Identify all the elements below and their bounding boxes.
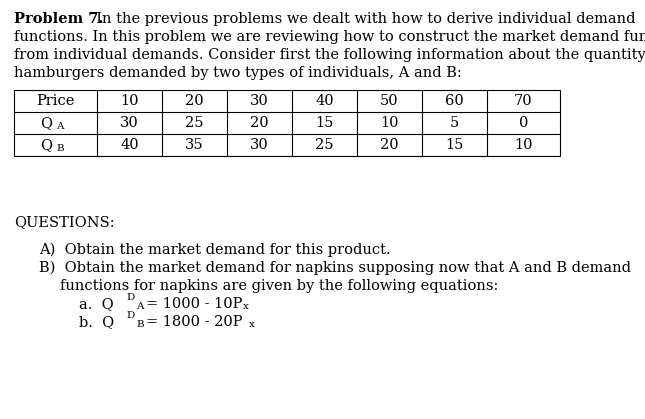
Text: a.  Q: a. Q — [79, 297, 114, 311]
Text: A: A — [57, 122, 64, 130]
Text: hamburgers demanded by two types of individuals, A and B:: hamburgers demanded by two types of indi… — [14, 66, 462, 80]
Text: 25: 25 — [185, 116, 204, 130]
Text: 20: 20 — [380, 138, 399, 152]
Text: 30: 30 — [250, 94, 269, 108]
Text: 40: 40 — [120, 138, 139, 152]
Text: 60: 60 — [445, 94, 464, 108]
Text: 15: 15 — [315, 116, 333, 130]
Text: 5: 5 — [450, 116, 459, 130]
Text: b.  Q: b. Q — [79, 315, 114, 329]
Text: 70: 70 — [514, 94, 533, 108]
Text: Price: Price — [36, 94, 75, 108]
Bar — [14, 90, 560, 156]
Text: 10: 10 — [381, 116, 399, 130]
Text: B: B — [136, 320, 144, 329]
Text: Q: Q — [41, 116, 52, 130]
Text: D: D — [126, 293, 134, 302]
Text: 50: 50 — [380, 94, 399, 108]
Text: from individual demands. Consider first the following information about the quan: from individual demands. Consider first … — [14, 48, 645, 62]
Text: 30: 30 — [120, 116, 139, 130]
Text: Problem 7.: Problem 7. — [14, 12, 103, 26]
Text: B: B — [57, 143, 64, 153]
Text: B)  Obtain the market demand for napkins supposing now that A and B demand: B) Obtain the market demand for napkins … — [39, 261, 631, 275]
Text: 35: 35 — [185, 138, 204, 152]
Text: functions. In this problem we are reviewing how to construct the market demand f: functions. In this problem we are review… — [14, 30, 645, 44]
Text: functions for napkins are given by the following equations:: functions for napkins are given by the f… — [60, 279, 499, 293]
Text: 25: 25 — [315, 138, 333, 152]
Text: 10: 10 — [514, 138, 533, 152]
Text: 20: 20 — [250, 116, 269, 130]
Text: D: D — [126, 311, 134, 320]
Text: x: x — [249, 320, 255, 329]
Text: 10: 10 — [120, 94, 139, 108]
Text: A: A — [136, 302, 143, 311]
Text: 20: 20 — [185, 94, 204, 108]
Text: In the previous problems we dealt with how to derive individual demand: In the previous problems we dealt with h… — [87, 12, 635, 26]
Text: = 1800 - 20P: = 1800 - 20P — [146, 315, 243, 329]
Text: x: x — [243, 302, 249, 311]
Text: A)  Obtain the market demand for this product.: A) Obtain the market demand for this pro… — [39, 243, 391, 257]
Text: 40: 40 — [315, 94, 334, 108]
Text: 15: 15 — [445, 138, 464, 152]
Text: 0: 0 — [519, 116, 528, 130]
Text: QUESTIONS:: QUESTIONS: — [14, 215, 115, 229]
Text: Q: Q — [41, 138, 52, 152]
Text: 30: 30 — [250, 138, 269, 152]
Text: = 1000 - 10P: = 1000 - 10P — [146, 297, 243, 311]
